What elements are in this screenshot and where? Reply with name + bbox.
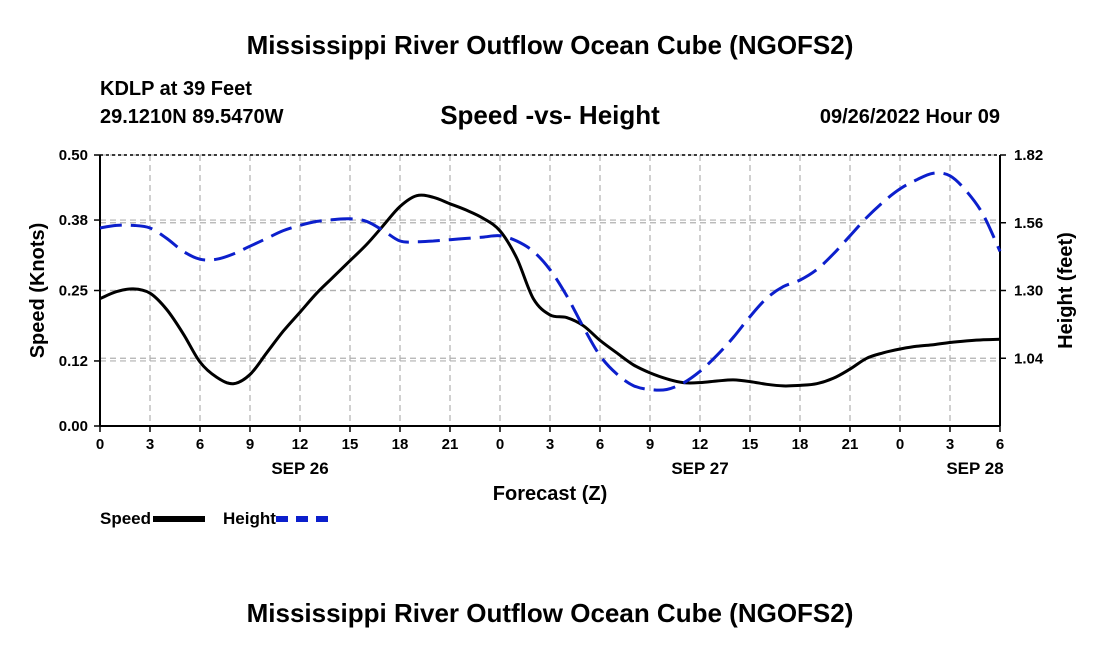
legend-height-label: Height xyxy=(223,509,276,528)
chart-legend: Speed Height xyxy=(100,509,346,529)
coordinates-label: 29.1210N 89.5470W xyxy=(100,106,284,128)
date-label: SEP 26 xyxy=(271,459,328,478)
x-axis-title: Forecast (Z) xyxy=(493,483,607,505)
y-tick-label: 0.00 xyxy=(59,418,88,435)
x-tick-label: 12 xyxy=(292,436,309,453)
station-label: KDLP at 39 Feet xyxy=(100,78,252,100)
y-tick-label: 0.50 xyxy=(59,147,88,164)
y-tick-label: 0.38 xyxy=(59,212,88,229)
x-tick-label: 9 xyxy=(246,436,254,453)
x-tick-label: 0 xyxy=(96,436,104,453)
date-label: SEP 27 xyxy=(671,459,728,478)
x-tick-label: 21 xyxy=(442,436,459,453)
legend-speed-label: Speed xyxy=(100,509,152,528)
speed-height-chart: 0 3 6 9 12 15 18 21 0 3 6 9 12 15 18 21 0 3 6 SEP 26 SEP 27 S… xyxy=(27,147,1077,505)
x-tick-label: 18 xyxy=(392,436,409,453)
y-tick-label: 0.12 xyxy=(59,353,88,370)
x-tick-label: 6 xyxy=(196,436,204,453)
x-tick-label: 6 xyxy=(596,436,604,453)
x-tick-label: 6 xyxy=(996,436,1004,453)
x-tick-label: 3 xyxy=(146,436,154,453)
x-tick-label: 3 xyxy=(946,436,954,453)
x-tick-label: 15 xyxy=(742,436,759,453)
y2-tick-label: 1.82 xyxy=(1014,147,1043,164)
chart-main-title: Mississippi River Outflow Ocean Cube (NG… xyxy=(246,30,854,60)
x-tick-label: 0 xyxy=(896,436,904,453)
x-tick-label: 15 xyxy=(342,436,359,453)
footer-title: Mississippi River Outflow Ocean Cube (NG… xyxy=(246,598,854,628)
date-label: SEP 28 xyxy=(946,459,1003,478)
y2-tick-label: 1.04 xyxy=(1014,350,1044,367)
x-tick-label: 3 xyxy=(546,436,554,453)
y2-tick-label: 1.56 xyxy=(1014,215,1043,232)
forecast-datetime: 09/26/2022 Hour 09 xyxy=(819,106,1000,128)
y2-tick-label: 1.30 xyxy=(1014,283,1043,300)
y2-axis-title: Height (feet) xyxy=(1055,232,1077,349)
x-tick-label: 18 xyxy=(792,436,809,453)
y-axis-title: Speed (Knots) xyxy=(27,223,49,359)
speed-series-line xyxy=(99,193,1001,388)
x-tick-label: 12 xyxy=(692,436,709,453)
height-series-line xyxy=(99,171,1002,392)
legend-speed-swatch xyxy=(153,516,206,522)
legend-height-swatch xyxy=(275,516,328,522)
chart-subtitle: Speed -vs- Height xyxy=(440,100,660,130)
x-tick-label: 0 xyxy=(496,436,504,453)
y-tick-label: 0.25 xyxy=(59,283,88,300)
x-tick-label: 21 xyxy=(842,436,859,453)
x-tick-label: 9 xyxy=(646,436,654,453)
